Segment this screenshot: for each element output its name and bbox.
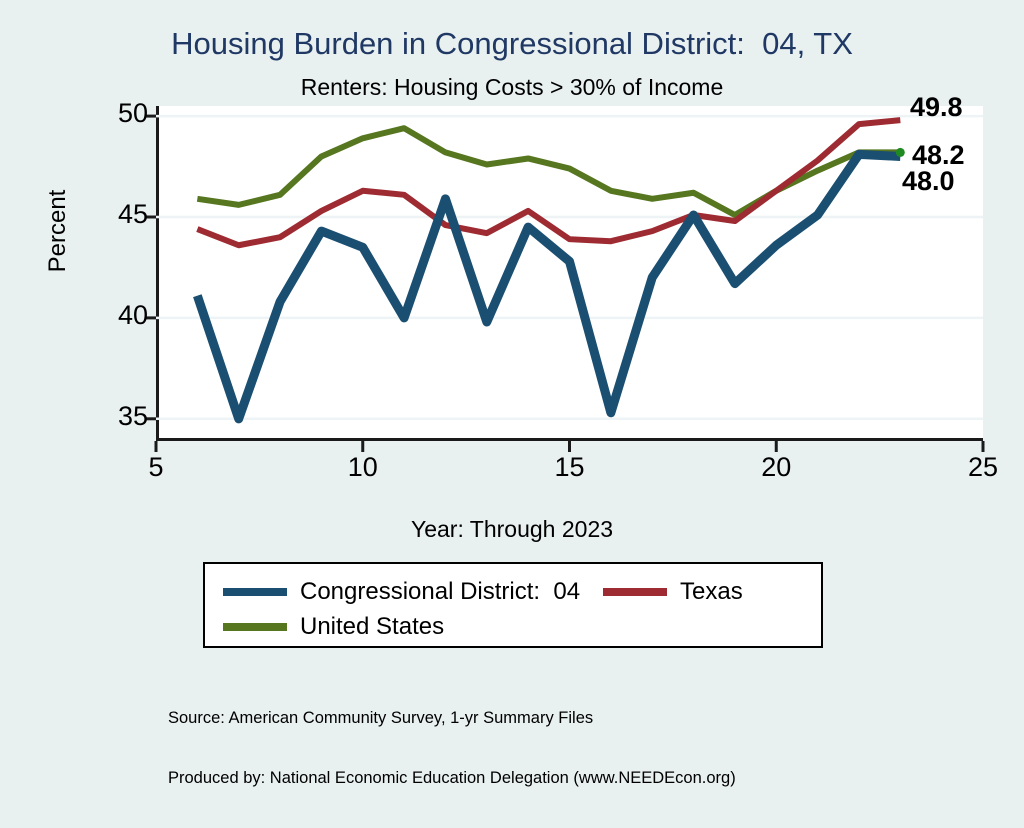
legend: Congressional District: 04 Texas United … [203,562,823,648]
legend-swatch-texas [603,588,667,596]
chart-title: Housing Burden in Congressional District… [171,26,853,61]
legend-entry-cd: Congressional District: 04 [223,575,580,609]
x-tick-label: 5 [148,452,164,482]
end-value-label-congressional-district-04: 48.0 [902,166,955,196]
x-tick-label: 25 [967,452,999,482]
legend-swatch-cd [223,588,287,596]
footer-source: Source: American Community Survey, 1-yr … [168,709,594,727]
plot-area [156,106,983,441]
y-tick-label: 40 [117,299,148,330]
footer-credits: Source: American Community Survey, 1-yr … [168,668,736,828]
legend-label-cd: Congressional District: 04 [300,578,581,605]
legend-entry-us: United States [223,610,444,644]
y-tick-label: 35 [117,400,148,431]
chart-figure: Housing Burden in Congressional District… [44,26,999,787]
legend-label-texas: Texas [680,578,743,605]
y-tick-label: 45 [117,198,148,229]
y-tick-label: 50 [117,98,148,129]
legend-entry-texas: Texas [603,575,743,609]
legend-label-us: United States [300,613,445,640]
x-tick-label: 10 [347,452,378,482]
chart-subtitle: Renters: Housing Costs > 30% of Income [300,74,724,100]
end-value-label-united-states: 48.2 [912,140,965,170]
x-tick-label: 15 [554,452,585,482]
footer-produced-by: Produced by: National Economic Education… [168,769,736,787]
x-tick-label: 20 [761,452,792,482]
x-axis-label: Year: Through 2023 [410,516,614,542]
legend-swatch-us [223,623,287,631]
end-value-label-texas: 49.8 [910,92,963,122]
